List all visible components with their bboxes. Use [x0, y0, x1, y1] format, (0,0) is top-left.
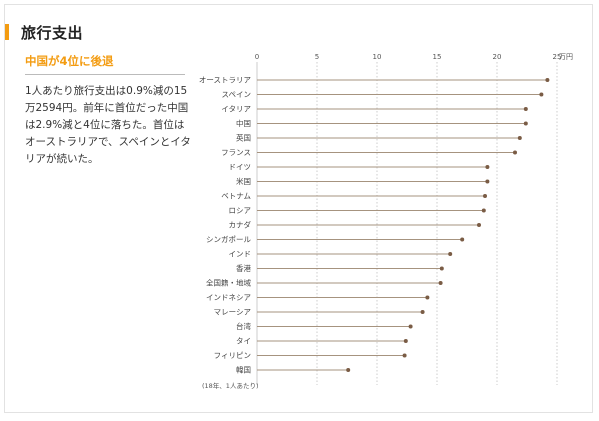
lollipop-dot: [460, 237, 465, 242]
article-body: 1人あたり旅行支出は0.9%減の15万2594円。前年に首位だった中国は2.9%…: [25, 85, 191, 165]
lollipop-dot: [477, 223, 481, 227]
category-label: 米国: [236, 176, 251, 186]
lollipop-dot: [483, 194, 487, 198]
lollipop-dot: [439, 266, 444, 271]
lollipop-dot: [420, 310, 425, 314]
tick-label: 5: [315, 53, 319, 61]
category-label: 英国: [236, 133, 251, 143]
tick-label: 0: [255, 53, 259, 61]
category-label: インド: [229, 250, 252, 259]
lollipop-dot: [481, 208, 486, 213]
lollipop-dot: [448, 252, 453, 256]
tick-label: 15: [433, 53, 442, 61]
lollipop-dot: [402, 353, 407, 358]
category-label: フランス: [221, 148, 251, 157]
tick-label: 20: [493, 53, 502, 61]
lollipop-dot: [517, 136, 522, 140]
category-label: マレーシア: [214, 308, 251, 317]
tick-label: 25: [553, 53, 562, 61]
header: 旅行支出: [5, 22, 83, 42]
category-label: ベトナム: [221, 192, 251, 201]
lollipop-dot: [485, 165, 490, 169]
lollipop-dot: [539, 92, 544, 97]
chart-note: (18年、1人あたり): [202, 381, 258, 390]
unit-label: 万円: [559, 53, 573, 61]
lollipop-dot: [425, 295, 430, 300]
category-label: ロシア: [229, 206, 252, 215]
lollipop-dot: [485, 179, 490, 184]
category-label: 香港: [236, 263, 251, 273]
article-subhead: 中国が4位に後退: [25, 53, 185, 75]
article-card: [4, 4, 593, 413]
category-label: オーストラリア: [199, 76, 251, 85]
page-title: 旅行支出: [21, 23, 84, 42]
category-label: 韓国: [236, 365, 251, 375]
category-label: スペイン: [222, 90, 251, 99]
category-label: 中国: [236, 118, 251, 128]
lollipop-dot: [523, 121, 528, 126]
lollipop-dot: [438, 281, 443, 285]
category-label: フィリピン: [214, 351, 251, 360]
lollipop-dot: [523, 107, 528, 111]
category-label: インドネシア: [206, 293, 251, 302]
lollipop-dot: [408, 324, 413, 329]
category-label: ドイツ: [229, 163, 252, 172]
category-label: カナダ: [229, 220, 252, 230]
category-label: タイ: [236, 337, 251, 346]
lollipop-dot: [346, 368, 351, 372]
category-label: 台湾: [236, 321, 251, 331]
category-label: シンガポール: [206, 234, 251, 244]
lollipop-dot: [513, 150, 517, 155]
category-label: イタリア: [221, 105, 251, 114]
tick-label: 10: [373, 53, 382, 61]
category-label: 全国籍・地域: [206, 278, 251, 288]
lollipop-dot: [403, 339, 408, 343]
title-accent-bar: [5, 24, 9, 40]
lollipop-dot: [545, 78, 550, 82]
